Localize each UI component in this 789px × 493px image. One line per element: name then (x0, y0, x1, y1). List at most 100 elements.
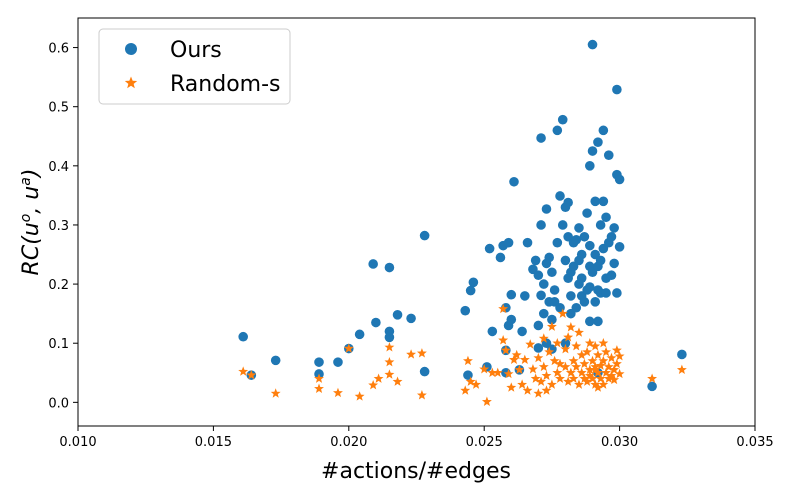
point-ours (538, 279, 549, 289)
point-random-s (606, 370, 617, 380)
legend-marker-random-s (124, 76, 138, 89)
y-tick-label: 0.2 (48, 278, 69, 293)
point-ours (484, 243, 495, 254)
point-random-s (541, 385, 552, 395)
point-random-s (465, 376, 476, 386)
point-random-s (614, 368, 625, 379)
point-ours (419, 230, 430, 241)
y-tick-label: 0.6 (48, 42, 69, 57)
point-random-s (314, 383, 324, 393)
point-ours (314, 357, 324, 367)
point-random-s (270, 388, 281, 398)
point-random-s (676, 364, 687, 375)
point-ours (506, 289, 517, 300)
point-ours (587, 146, 598, 156)
point-ours (495, 252, 506, 263)
point-random-s (592, 349, 603, 360)
point-random-s (533, 352, 544, 363)
point-random-s (538, 361, 549, 372)
point-random-s (568, 355, 579, 366)
point-random-s (506, 382, 517, 392)
x-tick-label: 0.035 (736, 435, 773, 450)
point-random-s (517, 379, 528, 389)
plot-frame (77, 17, 756, 427)
plot-area: 0.010 0.015 0.020 0.025 0.030 0.035 0.0 0.1 0.2… (48, 17, 774, 450)
legend-label-random-s: Random-s (170, 72, 280, 97)
point-random-s (525, 339, 536, 349)
point-ours (677, 349, 687, 360)
y-tick-label: 0.5 (48, 101, 69, 116)
point-ours (549, 285, 560, 295)
point-ours (560, 255, 571, 266)
point-random-s (571, 340, 582, 351)
point-random-s (522, 385, 533, 395)
point-random-s (546, 321, 557, 331)
point-ours (587, 39, 598, 50)
point-ours (582, 208, 592, 218)
point-ours (419, 366, 430, 377)
point-ours (384, 332, 395, 343)
point-ours (270, 355, 281, 366)
point-ours (536, 220, 546, 230)
point-random-s (582, 376, 593, 386)
point-random-s (587, 373, 598, 383)
point-random-s (511, 349, 522, 360)
point-random-s (598, 355, 609, 366)
point-random-s (552, 367, 563, 377)
point-random-s (500, 345, 511, 355)
point-random-s (574, 379, 584, 389)
point-random-s (519, 354, 530, 364)
point-random-s (590, 340, 601, 351)
point-random-s (584, 370, 595, 380)
point-ours (406, 313, 416, 324)
point-ours (354, 329, 365, 340)
point-ours (557, 114, 568, 125)
point-random-s (460, 385, 471, 395)
point-random-s (463, 355, 473, 366)
point-random-s (514, 364, 525, 375)
point-ours (590, 196, 601, 207)
point-ours (533, 320, 544, 331)
point-random-s (238, 366, 249, 376)
point-ours (647, 381, 657, 392)
point-ours (614, 174, 625, 185)
point-random-s (416, 390, 427, 400)
point-ours (533, 270, 544, 281)
point-random-s (384, 342, 395, 352)
x-tick-label: 0.020 (330, 435, 367, 450)
series-ours (238, 39, 687, 392)
point-ours (612, 84, 622, 95)
point-ours (585, 282, 595, 292)
point-ours (603, 150, 614, 160)
point-random-s (384, 369, 395, 379)
point-ours (384, 262, 395, 273)
x-tick-label: 0.030 (601, 435, 638, 450)
point-random-s (595, 373, 606, 383)
point-ours (368, 259, 378, 269)
x-tick-label: 0.015 (195, 435, 232, 450)
point-random-s (538, 333, 549, 343)
point-random-s (584, 364, 595, 375)
point-ours (536, 290, 546, 301)
point-ours (547, 314, 557, 325)
point-ours (579, 297, 590, 307)
point-random-s (614, 351, 625, 361)
point-random-s (487, 367, 498, 377)
legend-box (98, 28, 291, 105)
point-ours (576, 249, 587, 260)
point-random-s (536, 376, 547, 386)
point-random-s (565, 322, 576, 332)
y-axis-ticks: 0.0 0.1 0.2 0.3 0.4 0.5 0.6 (48, 42, 78, 411)
point-random-s (498, 303, 509, 314)
point-ours (333, 357, 343, 367)
point-ours (530, 255, 541, 266)
point-ours (487, 326, 498, 337)
point-ours (557, 220, 568, 230)
point-random-s (498, 335, 509, 345)
point-ours (574, 223, 584, 233)
point-random-s (563, 376, 574, 386)
point-random-s (392, 376, 403, 386)
point-ours (598, 196, 609, 207)
point-random-s (560, 361, 571, 372)
